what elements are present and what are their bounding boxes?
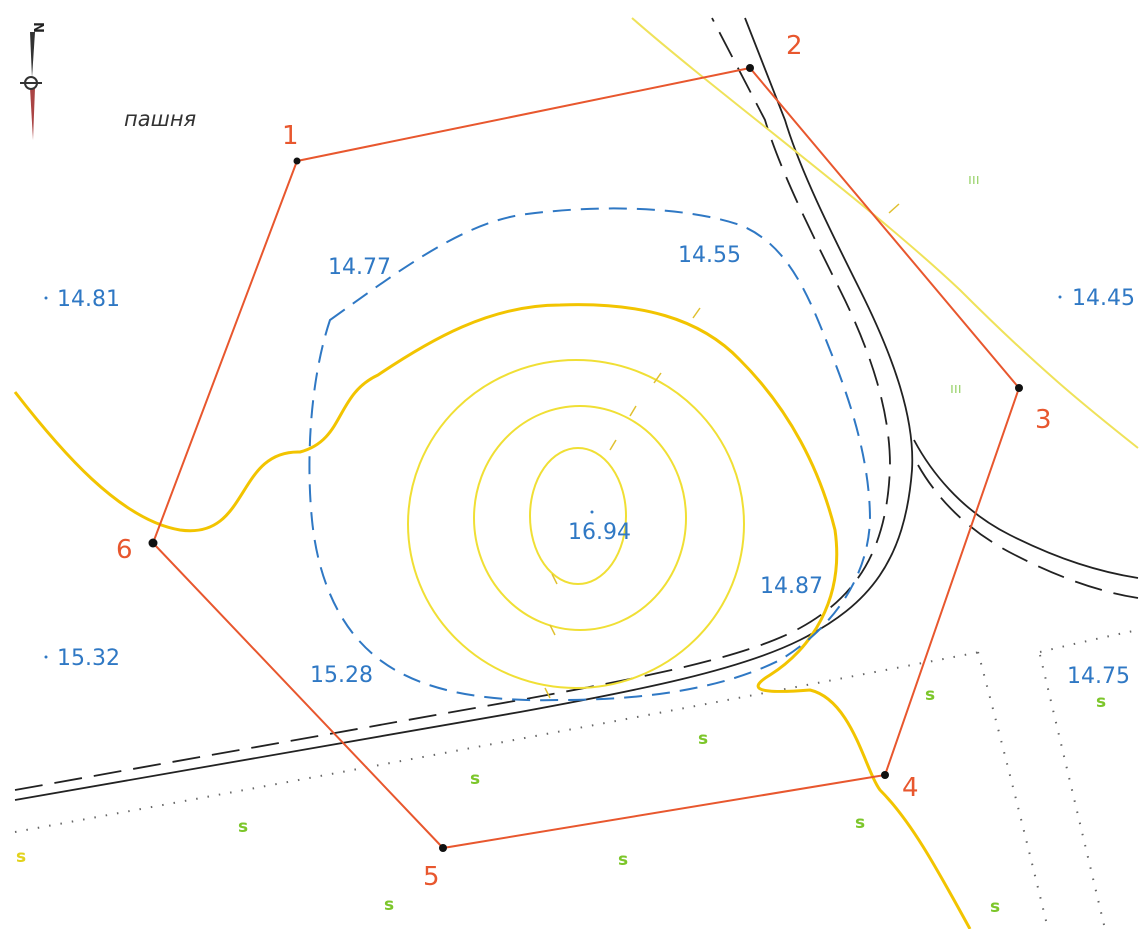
contour-ring-2 xyxy=(473,405,687,631)
road-branch-dashed xyxy=(917,464,1139,599)
contour-dashed-blue xyxy=(308,207,872,702)
vertex-point-5[interactable] xyxy=(439,844,447,852)
contour-ring-1 xyxy=(407,359,745,689)
meadow-symbol: s xyxy=(16,847,26,867)
vertex-point-2[interactable] xyxy=(746,64,754,72)
tick-mark xyxy=(609,439,617,451)
elevation-label: 15.28 xyxy=(310,663,373,688)
meadow-symbol: s xyxy=(470,769,480,789)
north-arrow-needle-bottom xyxy=(30,88,35,140)
tick-mark xyxy=(653,372,662,384)
meadow-symbol: s xyxy=(925,685,935,705)
spot-dot xyxy=(590,510,594,514)
field-boundary-right-vertical xyxy=(1039,654,1106,929)
tick-mark xyxy=(544,687,551,699)
vertex-point-4[interactable] xyxy=(881,771,889,779)
contour-ticks xyxy=(544,203,900,699)
meadow-symbol: s xyxy=(698,729,708,749)
tick-mark xyxy=(629,405,637,417)
elevation-label: 14.81 xyxy=(57,287,120,312)
vertex-point-6[interactable] xyxy=(148,538,158,548)
spot-dot xyxy=(1058,295,1062,299)
road-main-dashed xyxy=(14,17,891,791)
elevation-labels: 14.81 14.77 14.55 14.45 16.94 14.87 15.3… xyxy=(57,243,1135,689)
vegetation-symbols: ııı ııı xyxy=(950,172,980,397)
field-boundary-vertical xyxy=(977,651,1049,929)
contour-ring-3 xyxy=(529,447,627,585)
contour-index xyxy=(13,303,972,929)
elevation-label: 14.77 xyxy=(328,255,391,280)
spot-dot xyxy=(44,655,48,659)
elevation-label: 14.55 xyxy=(678,243,741,268)
meadow-symbol: s xyxy=(618,850,628,870)
vertex-label-6: 6 xyxy=(116,535,133,565)
meadow-symbol: s xyxy=(855,813,865,833)
north-arrow: N xyxy=(20,22,45,140)
north-arrow-needle-top xyxy=(30,32,35,78)
vertex-label-2: 2 xyxy=(786,31,803,61)
spot-dot xyxy=(44,296,48,300)
vertex-label-3: 3 xyxy=(1035,405,1052,435)
road-branch-solid xyxy=(913,439,1139,579)
vertex-point-3[interactable] xyxy=(1015,384,1023,392)
meadow-symbol: s xyxy=(384,895,394,915)
spot-points xyxy=(44,295,1062,659)
elevation-label: 14.87 xyxy=(760,574,823,599)
tick-mark xyxy=(692,307,701,319)
vegetation-symbol: ııı xyxy=(950,381,962,397)
tick-mark xyxy=(549,624,556,636)
field-boundaries xyxy=(14,629,1139,929)
meadow-symbol: s xyxy=(990,897,1000,917)
vertex-label-1: 1 xyxy=(282,121,299,151)
field-boundary-upper xyxy=(14,651,981,833)
vegetation-symbol: ııı xyxy=(968,172,980,188)
elevation-label: 14.45 xyxy=(1072,286,1135,311)
north-arrow-letter: N xyxy=(30,22,45,33)
elevation-label: 14.75 xyxy=(1067,664,1130,689)
vertex-labels: 1 2 3 4 5 6 xyxy=(116,31,1052,892)
meadow-symbol: s xyxy=(1096,692,1106,712)
elevation-label: 15.32 xyxy=(57,646,120,671)
tick-mark xyxy=(888,203,900,214)
elevation-label: 16.94 xyxy=(568,520,631,545)
field-boundary-right xyxy=(1039,629,1139,653)
contour-lines xyxy=(13,17,1139,929)
contour-yellow-ne xyxy=(631,17,1139,449)
land-use-label: пашня xyxy=(124,107,196,131)
parcel-boundary xyxy=(148,64,1023,852)
tick-mark xyxy=(551,573,558,585)
vertex-point-1[interactable] xyxy=(293,157,301,165)
meadow-symbol: s xyxy=(238,817,248,837)
vertex-label-5: 5 xyxy=(423,862,440,892)
road-main-solid xyxy=(14,17,914,801)
meadow-symbols: s s s s s s s s s s xyxy=(16,685,1106,917)
roads xyxy=(14,17,1139,801)
vertex-label-4: 4 xyxy=(902,773,919,803)
